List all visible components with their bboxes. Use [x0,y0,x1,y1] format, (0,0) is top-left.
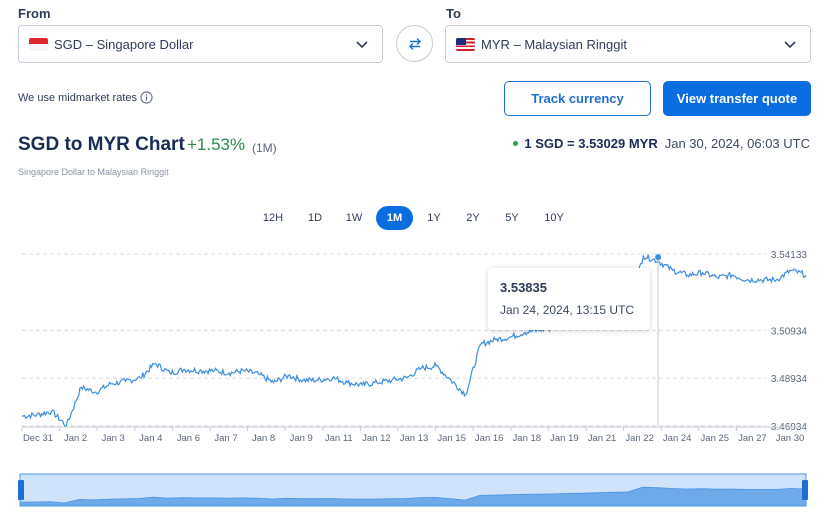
x-tick-label: Jan 4 [139,433,162,444]
track-currency-button[interactable]: Track currency [504,81,651,116]
swap-arrows-icon [408,37,421,50]
midmarket-note: We use midmarket rates [18,91,153,104]
navigator-right-handle[interactable] [802,480,808,500]
y-tick-label: 3.54133 [771,250,808,261]
x-tick-label: Jan 15 [437,433,466,444]
change-period: (1M) [252,141,277,155]
x-tick-label: Jan 8 [252,433,275,444]
x-tick-label: Jan 19 [550,433,579,444]
from-currency-value: SGD – Singapore Dollar [54,36,194,52]
x-tick-label: Jan 22 [625,433,654,444]
navigator-left-handle[interactable] [18,480,24,500]
x-tick-label: Jan 7 [214,433,237,444]
to-currency-select[interactable]: MYR – Malaysian Ringgit [445,25,811,63]
tab-10y[interactable]: 10Y [544,212,564,224]
x-tick-label: Dec 31 [23,433,53,444]
to-label: To [446,6,461,21]
live-indicator-icon [513,141,519,146]
x-tick-label: Jan 30 [776,433,805,444]
tooltip-time: Jan 24, 2024, 13:15 UTC [500,303,635,317]
tab-1d[interactable]: 1D [307,212,323,224]
y-tick-label: 3.50934 [771,326,808,337]
series-line [21,253,807,428]
rate-timestamp: Jan 30, 2024, 06:03 UTC [664,136,810,151]
navigator-area [19,486,807,507]
x-tick-label: Jan 6 [177,433,200,444]
x-tick-label: Jan 25 [701,433,730,444]
y-tick-label: 3.48934 [771,374,808,385]
info-icon[interactable] [140,91,153,104]
x-tick-label: Jan 18 [513,433,542,444]
x-tick-label: Jan 27 [738,433,767,444]
midmarket-text: We use midmarket rates [18,91,138,104]
malaysia-flag-icon [456,37,475,51]
tab-1w[interactable]: 1W [345,212,363,224]
tab-2y[interactable]: 2Y [466,212,480,224]
tab-1m[interactable]: 1M [376,206,413,230]
x-tick-label: Jan 16 [475,433,504,444]
singapore-flag-icon [29,37,48,51]
x-tick-label: Jan 21 [588,433,617,444]
chevron-down-icon [784,41,796,49]
x-tick-label: Jan 11 [325,433,353,444]
view-transfer-quote-button[interactable]: View transfer quote [663,81,811,116]
current-rate: 1 SGD = 3.53029 MYR Jan 30, 2024, 06:03 … [513,136,810,151]
from-label: From [18,6,51,21]
to-currency-value: MYR – Malaysian Ringgit [481,36,627,52]
chart-tooltip: 3.53835 Jan 24, 2024, 13:15 UTC [488,268,650,330]
x-tick-label: Jan 24 [663,433,692,444]
from-currency-select[interactable]: SGD – Singapore Dollar [18,25,383,63]
x-tick-label: Jan 13 [400,433,429,444]
tab-12h[interactable]: 12H [262,212,284,224]
change-percent: +1.53% [187,135,246,154]
chevron-down-icon [356,41,368,49]
tab-5y[interactable]: 5Y [505,212,519,224]
swap-currencies-button[interactable] [396,25,433,62]
chart-title: SGD to MYR Chart [18,134,185,155]
rate-value: 1 SGD = 3.53029 MYR [524,136,658,151]
x-tick-label: Jan 12 [362,433,391,444]
x-tick-label: Jan 2 [64,433,87,444]
tab-1y[interactable]: 1Y [427,212,441,224]
period-tabs: 12H 1D 1W 1M 1Y 2Y 5Y 10Y [0,206,831,230]
x-tick-label: Jan 9 [290,433,313,444]
chart-subtitle: Singapore Dollar to Malaysian Ringgit [18,167,169,177]
tooltip-value: 3.53835 [500,280,547,295]
hover-point [655,254,662,261]
x-tick-label: Jan 3 [102,433,125,444]
range-navigator[interactable] [0,470,831,510]
